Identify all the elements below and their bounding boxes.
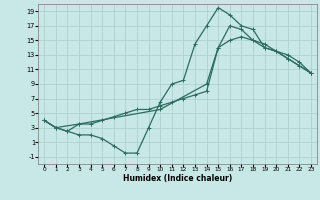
X-axis label: Humidex (Indice chaleur): Humidex (Indice chaleur)	[123, 174, 232, 183]
